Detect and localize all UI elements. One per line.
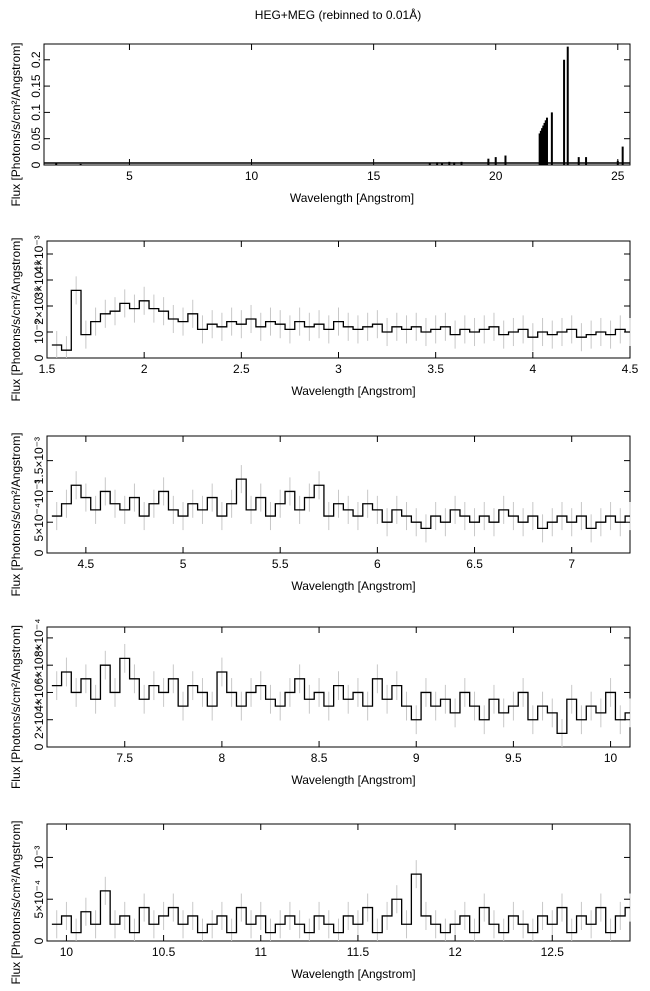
x-tick-label: 12 [448, 945, 462, 959]
chart-panel-4: 7.5 8 8.5 9 9.5 10 0 2×10⁻⁴4×10⁻⁴6×10⁻⁴8×10⁻⁴ Wa… [9, 619, 631, 789]
x-tick-label: 1.5 [39, 362, 56, 376]
x-tick-label: 20 [489, 169, 503, 183]
y-tick-label: 0 [29, 161, 43, 168]
y-axis-label: Flux [Photons/s/cm²/Angstrom] [9, 820, 23, 984]
x-axis-label: Wavelength [Angstrom] [291, 579, 415, 593]
y-axis-label: Flux [Photons/s/cm²/Angstrom] [9, 432, 23, 596]
x-tick-label: 3 [335, 362, 342, 376]
x-tick-label: 10 [245, 169, 259, 183]
y-tick-label: 0 [32, 549, 46, 556]
y-tick-label: 10⁻³ [32, 320, 46, 344]
y-tick-label: 0 [32, 743, 46, 750]
spectrum-step-line [51, 289, 630, 351]
x-tick-label: 11.5 [347, 945, 370, 959]
y-tick-label: 5×10⁻⁴ [32, 503, 46, 542]
y-tick-label: 2×10⁻⁴ [32, 700, 46, 739]
y-tick-label: 0.05 [29, 127, 43, 151]
x-tick-label: 10 [60, 945, 74, 959]
plot-frame [46, 626, 631, 748]
x-tick-label: 4.5 [622, 362, 639, 376]
x-tick-label: 10 [604, 751, 618, 765]
y-tick-label: 4×10⁻³ [32, 235, 46, 272]
y-tick-label: 6×10⁻⁴ [32, 646, 46, 685]
y-axis-label: Flux [Photons/s/cm²/Angstrom] [9, 625, 23, 789]
x-tick-label: 6.5 [466, 557, 483, 571]
x-tick-label: 2.5 [233, 362, 250, 376]
spectrum-step-line [51, 657, 630, 735]
x-axis-label: Wavelength [Angstrom] [291, 967, 415, 981]
x-tick-label: 6 [374, 557, 381, 571]
y-tick-label: 10⁻³ [32, 846, 46, 870]
x-axis-label: Wavelength [Angstrom] [290, 191, 414, 205]
x-tick-label: 7 [568, 557, 575, 571]
y-axis-label: Flux [Photons/s/cm²/Angstrom] [9, 237, 23, 401]
y-axis-label: Flux [Photons/s/cm²/Angstrom] [9, 42, 23, 206]
y-tick-label: 8×10⁻⁴ [32, 619, 46, 658]
x-tick-label: 9.5 [505, 751, 522, 765]
x-tick-label: 9 [413, 751, 420, 765]
chart-panel-2: 1.5 2 2.5 3 3.5 4 4.5 0 10⁻³2×10⁻³3×10⁻³4×10⁻³ Wa… [9, 235, 639, 401]
x-tick-label: 8.5 [311, 751, 328, 765]
chart-panel-1: 5 10 15 20 25 0 0.05 0.1 0.15 0.2 Wavelength [Angs… [9, 42, 631, 207]
x-axis-label: Wavelength [Angstrom] [291, 384, 415, 398]
x-tick-label: 8 [219, 751, 226, 765]
x-tick-label: 3.5 [427, 362, 444, 376]
y-tick-label: 0.2 [29, 51, 43, 68]
x-tick-label: 2 [141, 362, 148, 376]
y-tick-label: 0.15 [29, 74, 43, 98]
y-tick-label: 0.1 [29, 104, 43, 121]
x-tick-label: 5 [180, 557, 187, 571]
x-tick-label: 7.5 [116, 751, 133, 765]
x-tick-label: 5.5 [272, 557, 289, 571]
x-tick-label: 15 [367, 169, 381, 183]
x-tick-label: 4.5 [78, 557, 95, 571]
plot-frame [46, 435, 631, 554]
x-tick-label: 11 [255, 945, 268, 959]
spectrum-step-line [51, 478, 630, 530]
x-tick-label: 25 [611, 169, 625, 183]
y-tick-label: 0 [32, 354, 46, 361]
x-tick-label: 5 [126, 169, 133, 183]
chart-panel-5: 10 10.5 11 11.5 12 12.5 0 5×10⁻⁴ 10⁻³ Wavelength … [9, 820, 631, 985]
plot-frame [43, 43, 631, 166]
y-tick-label: 0 [32, 937, 46, 944]
y-tick-label: 2×10⁻³ [32, 287, 46, 324]
y-tick-label: 4×10⁻⁴ [32, 673, 46, 712]
figure-title: HEG+MEG (rebinned to 0.01Å) [254, 8, 422, 22]
x-axis-label: Wavelength [Angstrom] [291, 773, 415, 787]
spectrum-step-line [51, 873, 630, 934]
y-tick-label: 5×10⁻⁴ [32, 880, 46, 919]
y-tick-label: 1.5×10⁻³ [32, 437, 46, 484]
y-tick-label: 10⁻³ [32, 480, 46, 504]
x-tick-label: 10.5 [152, 945, 176, 959]
x-tick-label: 4 [529, 362, 536, 376]
y-tick-label: 3×10⁻³ [32, 261, 46, 298]
chart-panel-3: 4.5 5 5.5 6 6.5 7 0 5×10⁻⁴10⁻³1.5×10⁻³ Wavelengt… [9, 432, 631, 597]
x-tick-label: 12.5 [541, 945, 565, 959]
